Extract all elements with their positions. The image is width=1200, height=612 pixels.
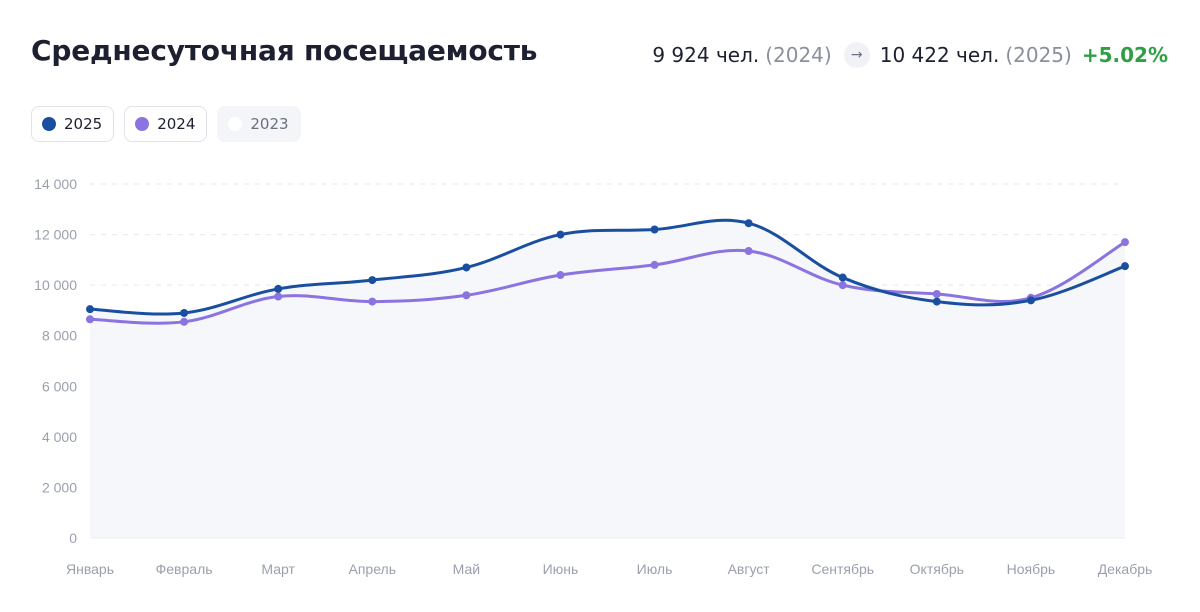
page-title: Среднесуточная посещаемость — [31, 34, 538, 67]
data-point-2025 — [462, 263, 471, 272]
series-dot-icon — [135, 117, 150, 131]
x-tick-label: Январь — [66, 561, 114, 577]
data-point-2025 — [180, 308, 189, 317]
legend-toggle-2025[interactable]: 2025 — [31, 106, 115, 142]
y-tick-label: 4 000 — [42, 429, 77, 445]
x-tick-label: Декабрь — [1098, 561, 1153, 577]
data-point-2025 — [1026, 296, 1035, 305]
prev-value: 9 924 чел. — [652, 43, 760, 67]
curr-value: 10 422 чел. — [879, 43, 1000, 67]
y-tick-label: 12 000 — [34, 227, 77, 243]
x-tick-label: Сентябрь — [811, 561, 874, 577]
x-tick-label: Июнь — [543, 561, 579, 577]
series-dot-icon — [228, 117, 243, 131]
y-tick-label: 14 000 — [34, 176, 77, 192]
legend-label: 2024 — [157, 115, 196, 133]
legend: 2025 2024 2023 — [31, 106, 301, 142]
data-point-2025 — [932, 297, 941, 306]
summary-stats: 9 924 чел. (2024) → 10 422 чел. (2025) +… — [652, 42, 1168, 68]
series-dot-icon — [42, 117, 56, 131]
data-point-2024 — [650, 260, 659, 269]
x-tick-label: Апрель — [349, 561, 397, 577]
curr-year: (2025) — [1005, 43, 1072, 67]
data-point-2025 — [744, 219, 753, 228]
x-tick-label: Май — [453, 561, 480, 577]
arrow-right-icon: → — [843, 42, 870, 68]
data-point-2024 — [1121, 238, 1129, 247]
prev-year: (2024) — [765, 43, 832, 67]
data-point-2024 — [86, 315, 94, 324]
data-point-2025 — [1121, 262, 1129, 271]
data-point-2024 — [744, 247, 753, 256]
y-tick-label: 6 000 — [42, 378, 77, 394]
data-point-2025 — [274, 284, 283, 293]
data-point-2025 — [556, 230, 565, 239]
series-line-2024 — [88, 240, 1127, 325]
data-point-2024 — [932, 289, 941, 298]
x-tick-label: Август — [728, 561, 771, 577]
x-tick-label: Февраль — [156, 561, 213, 577]
data-point-2025 — [838, 273, 847, 282]
data-point-2024 — [556, 271, 565, 280]
legend-label: 2025 — [64, 115, 103, 133]
data-point-2025 — [650, 225, 659, 234]
legend-toggle-2024[interactable]: 2024 — [124, 106, 208, 142]
x-tick-label: Июль — [637, 561, 673, 577]
data-point-2025 — [86, 305, 94, 314]
data-point-2024 — [368, 297, 377, 306]
data-point-2024 — [462, 291, 471, 300]
y-tick-label: 0 — [69, 530, 77, 546]
legend-toggle-2023[interactable]: 2023 — [217, 106, 301, 142]
change-percent: +5.02% — [1081, 43, 1168, 67]
data-point-2024 — [274, 292, 283, 301]
x-tick-label: Март — [261, 561, 295, 577]
y-tick-label: 10 000 — [34, 277, 77, 293]
y-tick-label: 8 000 — [42, 328, 77, 344]
area-fill — [90, 220, 1125, 538]
series-line-2025 — [88, 218, 1127, 316]
data-point-2024 — [180, 317, 189, 326]
y-tick-label: 2 000 — [42, 479, 77, 495]
data-point-2024 — [838, 281, 847, 290]
x-tick-label: Ноябрь — [1007, 561, 1056, 577]
x-tick-label: Октябрь — [910, 561, 964, 577]
data-point-2025 — [368, 276, 377, 285]
legend-label: 2023 — [250, 115, 289, 133]
